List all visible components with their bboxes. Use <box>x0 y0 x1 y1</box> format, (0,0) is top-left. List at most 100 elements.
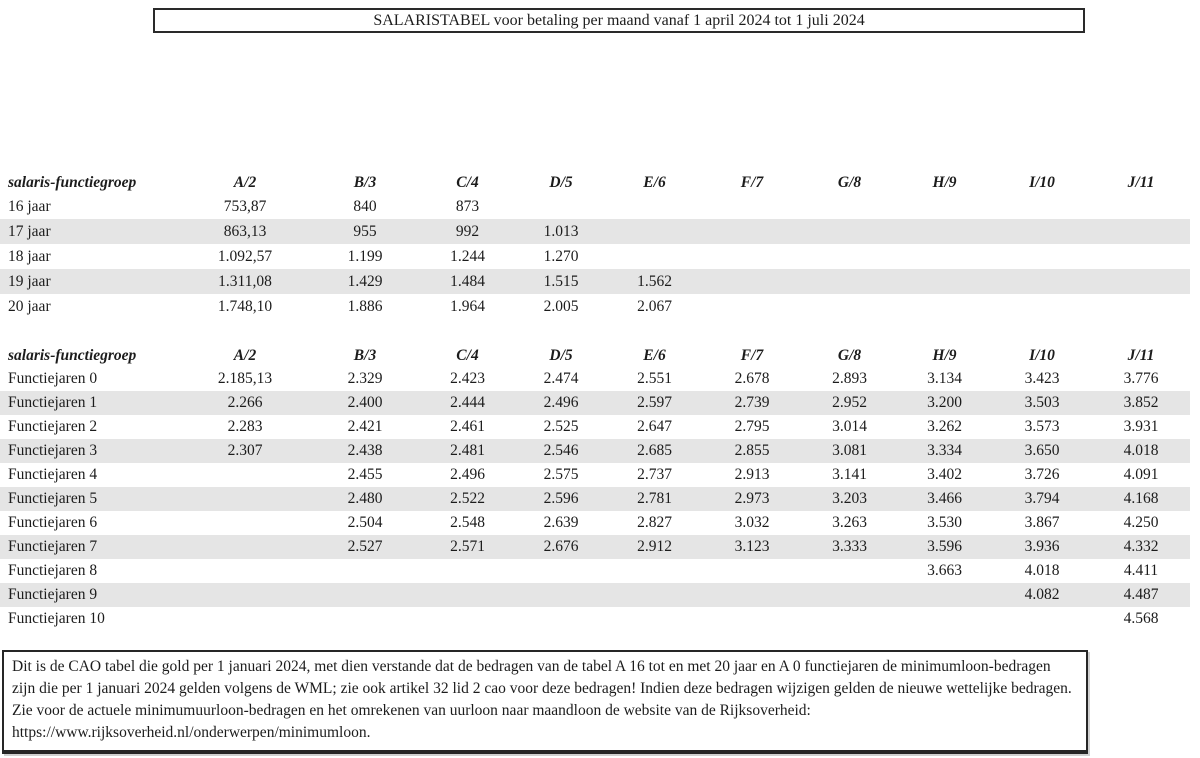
table-row: Functiejaren 3 2.307 2.438 2.481 2.546 2.685 2… <box>0 439 1190 463</box>
salary-cell: 1.199 <box>347 247 383 265</box>
footer-note-box: Dit is de CAO tabel die gold per 1 janua… <box>2 650 1088 754</box>
salary-cell <box>420 583 515 607</box>
table-row: Functiejaren 8 3.663 4.018 4.411 <box>0 559 1190 583</box>
scale-column-header: B/3 <box>353 346 377 364</box>
scale-column-header: B/3 <box>353 173 377 191</box>
salary-cell: 3.123 <box>734 538 770 555</box>
salary-cell <box>702 294 802 319</box>
row-label: 18 jaar <box>8 247 51 265</box>
scale-column-header: H/9 <box>932 346 957 364</box>
table-row: Functiejaren 6 2.504 2.548 2.639 2.827 3.032 3… <box>0 511 1190 535</box>
salary-cell: 2.496 <box>450 466 485 483</box>
salary-cell: 1.429 <box>347 272 383 290</box>
salary-cell <box>897 269 992 294</box>
salary-cell <box>802 294 897 319</box>
row-label: Functiejaren 9 <box>8 586 98 603</box>
table-row: 19 jaar 1.311,08 1.429 1.484 1.515 1.562 <box>0 269 1190 294</box>
salary-cell: 3.573 <box>1024 418 1060 435</box>
salary-cell: 2.504 <box>347 514 383 531</box>
salary-cell <box>802 583 897 607</box>
salary-cell: 955 <box>353 222 377 240</box>
scale-column-header: G/8 <box>837 173 862 191</box>
salary-cell <box>802 244 897 269</box>
document-title-box: SALARISTABEL voor betaling per maand van… <box>153 8 1085 33</box>
salary-cell: 4.411 <box>1123 562 1159 579</box>
salary-cell: 2.480 <box>347 490 383 507</box>
salary-cell: 2.647 <box>637 418 672 435</box>
salary-cell <box>802 607 897 631</box>
scale-column-header: D/5 <box>549 346 573 364</box>
salary-cell: 3.014 <box>832 418 867 435</box>
salary-cell: 2.307 <box>227 442 263 459</box>
table-row: Functiejaren 2 2.283 2.421 2.461 2.525 2.647 2… <box>0 415 1190 439</box>
salary-cell: 1.748,10 <box>217 297 273 315</box>
salary-cell: 2.639 <box>543 514 579 531</box>
salary-cell: 2.455 <box>347 466 383 483</box>
salary-cell: 3.867 <box>1024 514 1060 531</box>
salary-cell: 1.244 <box>450 247 485 265</box>
salary-cell: 2.685 <box>637 442 672 459</box>
salary-cell: 2.737 <box>637 466 672 483</box>
rijksoverheid-url: https://www.rijksoverheid.nl/onderwerpen… <box>12 724 371 741</box>
salary-cell: 1.515 <box>543 272 579 290</box>
salary-cell: 4.250 <box>1123 514 1159 531</box>
salary-cell: 3.200 <box>927 394 962 411</box>
salary-cell <box>1092 219 1190 244</box>
salary-cell: 1.886 <box>347 297 383 315</box>
salary-cell <box>897 294 992 319</box>
salary-cell <box>180 535 310 559</box>
group-column-header: salaris-functiegroep <box>8 173 137 191</box>
header-row: salaris-functiegroep A/2 B/3 C/4 D/5 E/6 F/7 G/… <box>0 171 1190 194</box>
salary-cell: 1.964 <box>450 297 485 315</box>
salary-cell: 2.952 <box>832 394 867 411</box>
salary-cell <box>180 463 310 487</box>
salary-cell: 3.262 <box>927 418 962 435</box>
salary-cell <box>992 269 1092 294</box>
footer-note-body: Dit is de CAO tabel die gold per 1 janua… <box>12 658 1072 719</box>
salary-cell <box>897 583 992 607</box>
scale-column-header: C/4 <box>456 173 479 191</box>
salary-cell <box>607 583 702 607</box>
salary-cell <box>180 607 310 631</box>
table-row: Functiejaren 4 2.455 2.496 2.575 2.737 2.913 3… <box>0 463 1190 487</box>
salary-cell: 2.575 <box>543 466 579 483</box>
salary-cell <box>702 269 802 294</box>
footer-note-text: Dit is de CAO tabel die gold per 1 janua… <box>12 656 1074 744</box>
salary-cell: 2.739 <box>734 394 770 411</box>
salary-cell: 4.091 <box>1123 466 1159 483</box>
salary-cell: 2.496 <box>543 394 579 411</box>
salary-cell: 2.596 <box>543 490 579 507</box>
salary-cell: 3.141 <box>832 466 867 483</box>
scale-column-header: I/10 <box>1029 346 1055 364</box>
salary-cell: 3.333 <box>832 538 867 555</box>
salary-cell: 3.936 <box>1024 538 1060 555</box>
salary-cell: 3.596 <box>927 538 962 555</box>
table-row: 18 jaar 1.092,57 1.199 1.244 1.270 <box>0 244 1190 269</box>
salary-cell <box>992 194 1092 219</box>
salary-cell: 2.781 <box>637 490 672 507</box>
table-row: 20 jaar 1.748,10 1.886 1.964 2.005 2.067 <box>0 294 1190 319</box>
salary-cell: 873 <box>455 197 480 215</box>
salary-cell: 2.546 <box>543 442 579 459</box>
salary-cell: 2.678 <box>734 370 770 387</box>
salary-cell <box>607 244 702 269</box>
salary-cell <box>180 583 310 607</box>
scale-column-header: A/2 <box>233 346 257 364</box>
salary-cell: 2.067 <box>637 297 672 315</box>
salary-cell: 1.013 <box>543 222 579 240</box>
salary-cell <box>802 559 897 583</box>
salary-cell: 2.571 <box>450 538 485 555</box>
row-label: 19 jaar <box>8 272 51 290</box>
salary-cell: 4.332 <box>1123 538 1159 555</box>
scale-column-header: E/6 <box>643 346 666 364</box>
salary-cell: 2.421 <box>347 418 383 435</box>
salary-cell: 3.032 <box>734 514 770 531</box>
age-salary-table: salaris-functiegroep A/2 B/3 C/4 D/5 E/6 F/7 G/… <box>0 171 1190 319</box>
row-label: 20 jaar <box>8 297 51 315</box>
scale-column-header: H/9 <box>932 173 957 191</box>
salary-cell: 753,87 <box>223 197 267 215</box>
salary-cell: 4.168 <box>1123 490 1159 507</box>
salary-cell <box>702 194 802 219</box>
salary-cell: 2.444 <box>450 394 485 411</box>
salary-cell: 2.676 <box>543 538 579 555</box>
